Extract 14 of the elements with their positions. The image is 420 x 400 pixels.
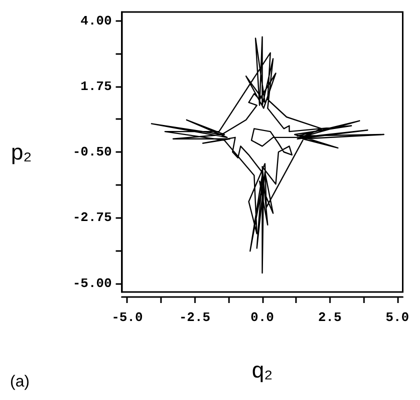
x-tick-label: -2.5 [179,310,211,325]
x-tick-label: -5.0 [112,310,143,325]
line-series [150,36,384,274]
x-tick-label: 5.0 [386,310,410,325]
y-tick-label: 4.00 [80,13,112,28]
y-tick-label: -5.00 [72,276,112,291]
x-tick-label: 0.0 [250,310,274,325]
y-tick-label: -2.75 [72,210,112,226]
y-tick-label: 1.75 [80,78,112,94]
y-axis-title: p₂ [10,140,32,164]
text: (a) [10,374,30,390]
x-axis-title: q₂ [252,358,273,382]
y-tick-label: -0.50 [72,144,112,160]
x-tick-label: 2.5 [318,310,342,325]
